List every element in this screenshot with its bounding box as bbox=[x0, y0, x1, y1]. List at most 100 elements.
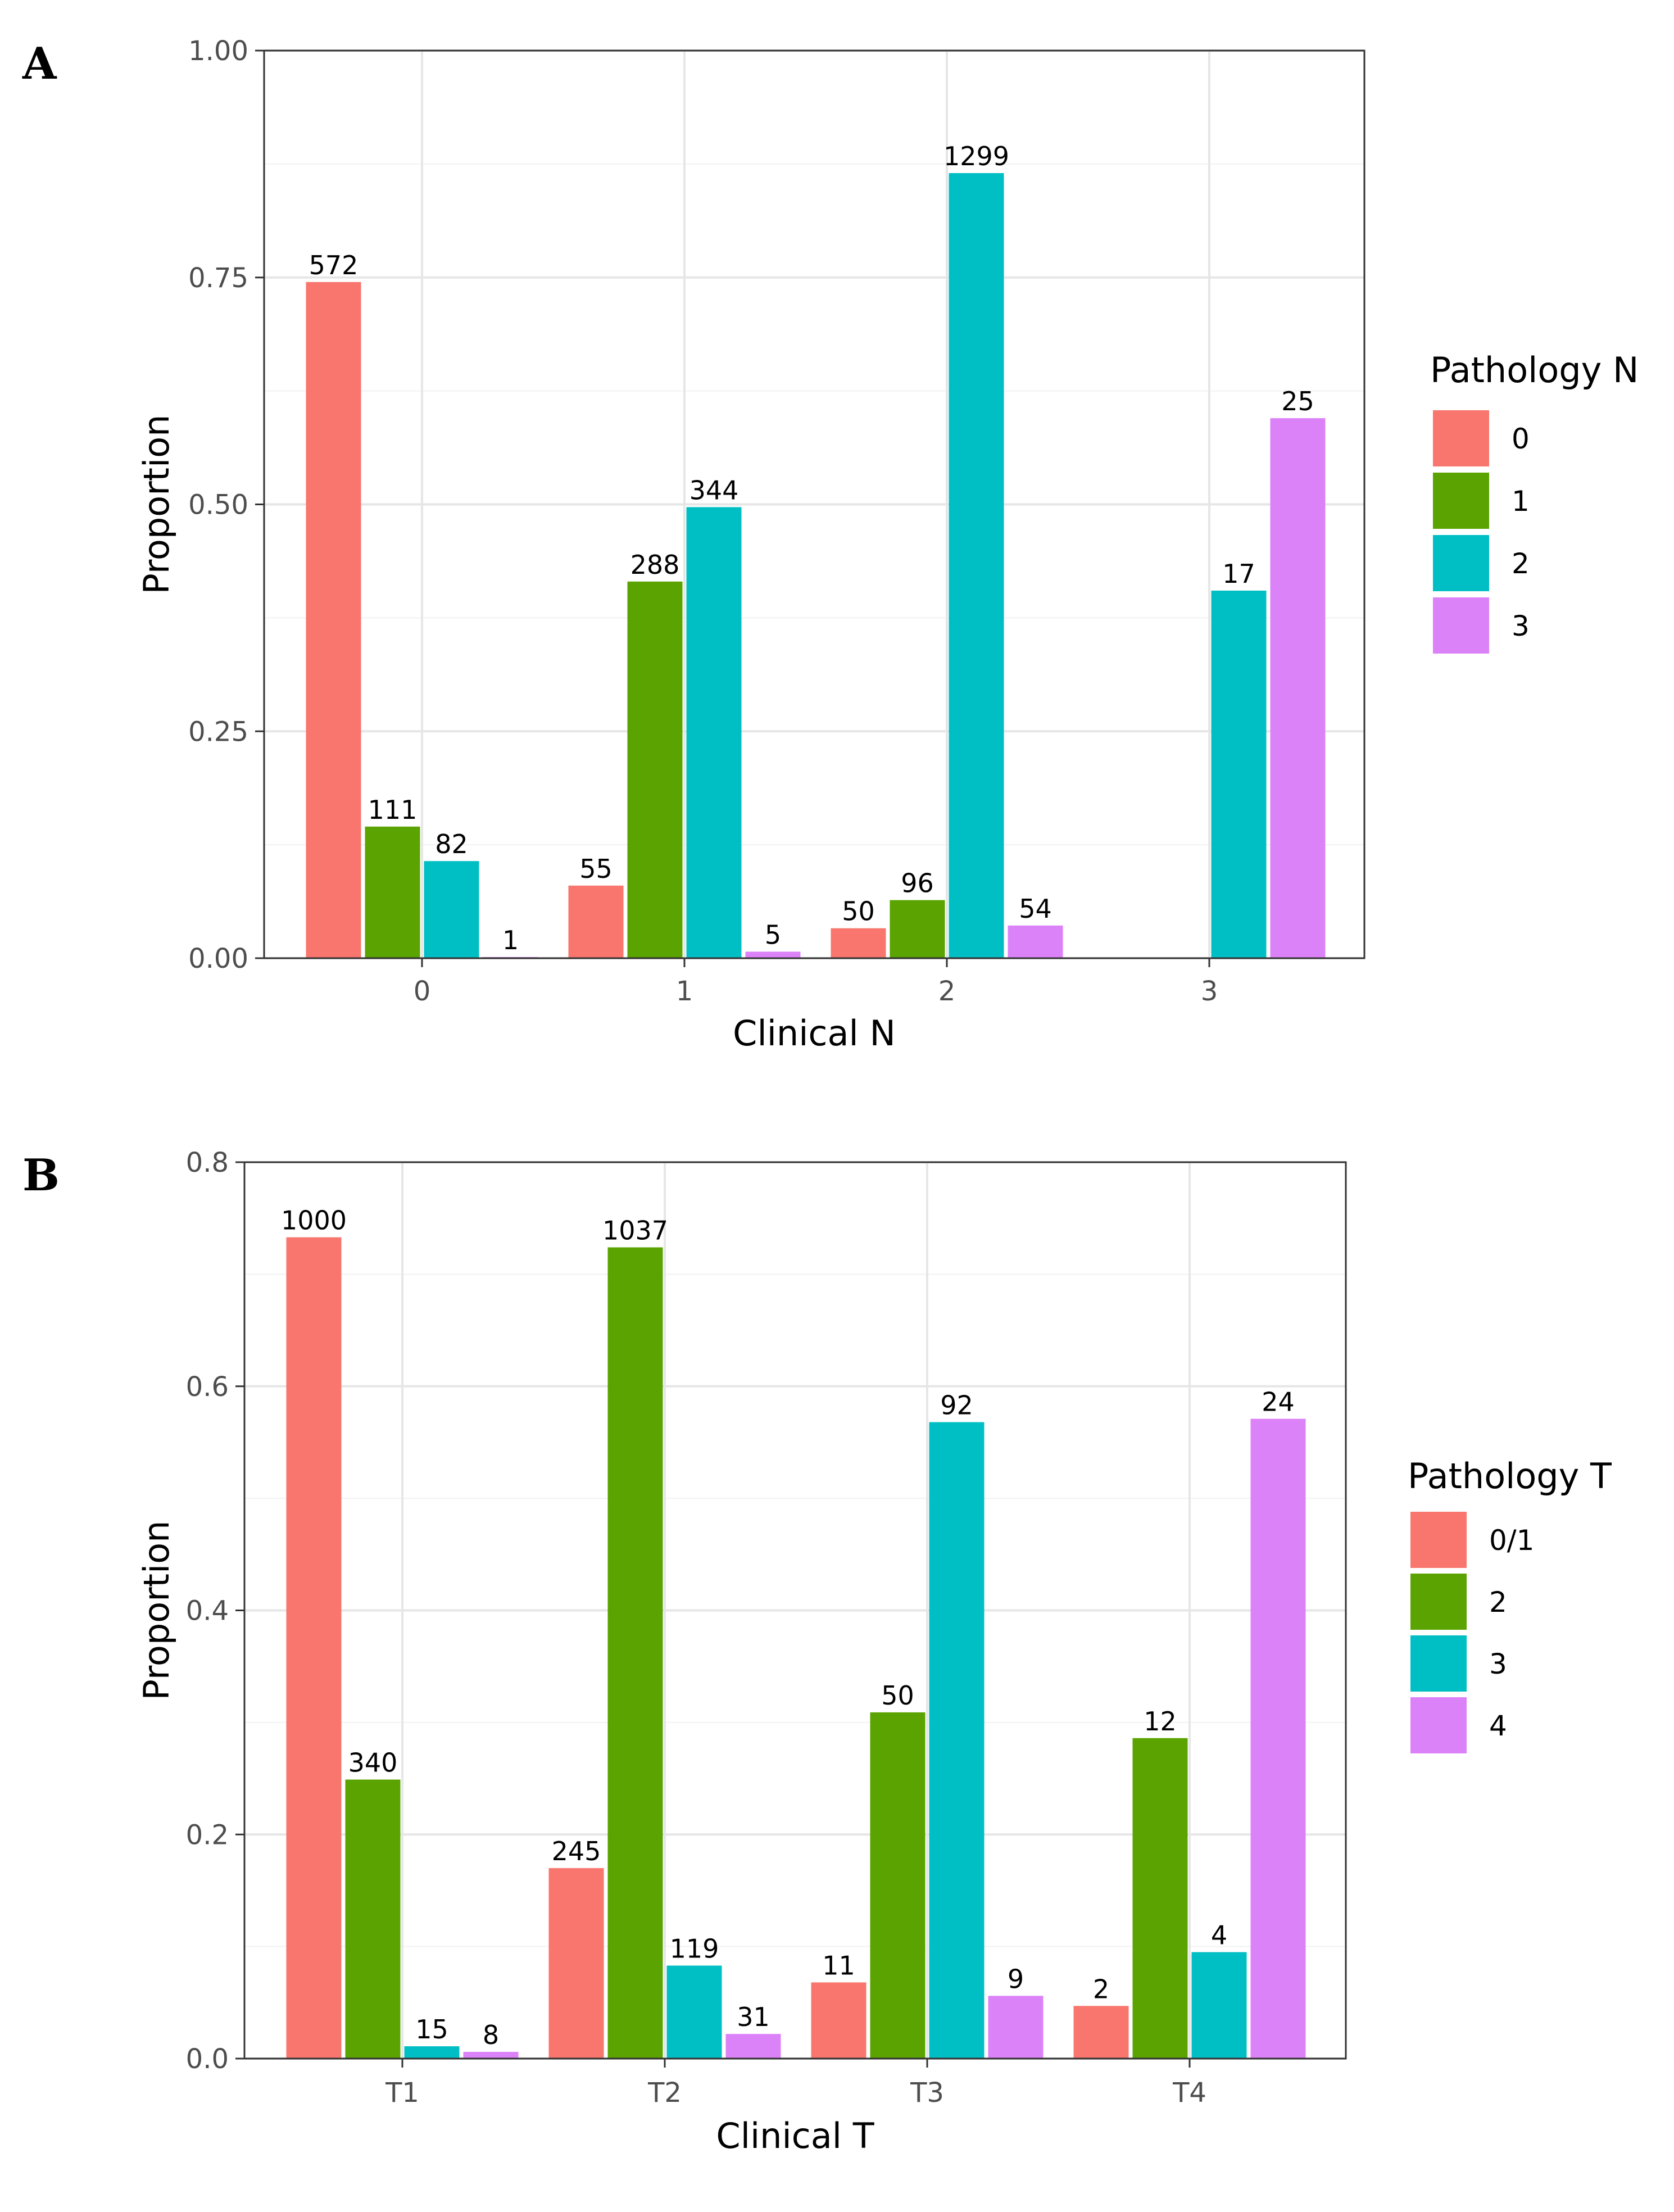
legend-label: 1 bbox=[1512, 485, 1530, 518]
x-tick-label: 1 bbox=[676, 976, 693, 1007]
legend-swatch bbox=[1410, 1697, 1467, 1753]
x-axis-title: Clinical N bbox=[733, 1013, 896, 1054]
legend-swatch bbox=[1433, 410, 1489, 466]
bar-count-label: 82 bbox=[435, 829, 468, 859]
bar-count-label: 8 bbox=[483, 2020, 499, 2050]
bar bbox=[627, 581, 683, 958]
bar-count-label: 50 bbox=[881, 1680, 914, 1711]
bar-count-label: 50 bbox=[842, 896, 875, 927]
x-axis-title: Clinical T bbox=[716, 2115, 874, 2156]
chart-panel-a: A 572 111 82 1 55 288 344 5 50 96 1299 54 17 25 0.00 0… bbox=[22, 35, 1639, 1054]
y-axis-title: Proportion bbox=[136, 1521, 177, 1701]
y-tick-label: 0.6 bbox=[186, 1371, 229, 1403]
legend-swatch bbox=[1433, 535, 1489, 591]
bar-count-label: 5 bbox=[765, 919, 781, 950]
bar bbox=[1211, 590, 1267, 958]
x-tick-label: T3 bbox=[910, 2077, 944, 2109]
bar-count-label: 1000 bbox=[281, 1205, 347, 1236]
bar bbox=[811, 1982, 867, 2059]
bar-count-label: 1 bbox=[502, 925, 519, 955]
bar-count-label: 25 bbox=[1281, 386, 1314, 416]
panel-label-b: B bbox=[22, 1150, 60, 1201]
bar bbox=[988, 1996, 1044, 2059]
legend: Pathology N 0 1 2 3 bbox=[1430, 350, 1639, 654]
bar bbox=[1191, 1952, 1247, 2059]
bar-count-label: 12 bbox=[1144, 1706, 1177, 1737]
bar bbox=[1250, 1418, 1306, 2059]
bar bbox=[870, 1712, 926, 2059]
bar-count-label: 288 bbox=[630, 550, 680, 580]
legend-label: 3 bbox=[1512, 610, 1530, 642]
y-tick-label: 0.0 bbox=[186, 2043, 229, 2075]
legend-swatch bbox=[1410, 1574, 1467, 1630]
bar bbox=[568, 885, 624, 958]
bar bbox=[725, 2034, 781, 2059]
legend-label: 0/1 bbox=[1489, 1524, 1534, 1557]
bar bbox=[745, 951, 801, 958]
x-tick-label: T2 bbox=[647, 2077, 682, 2109]
legend-title: Pathology N bbox=[1430, 350, 1639, 391]
legend: Pathology T 0/1 2 3 4 bbox=[1408, 1456, 1612, 1753]
bar-count-label: 55 bbox=[579, 854, 613, 884]
x-tick-label: 0 bbox=[414, 976, 431, 1007]
bar bbox=[949, 173, 1004, 958]
bar-count-label: 24 bbox=[1262, 1387, 1295, 1417]
bar bbox=[1008, 925, 1063, 958]
legend-label: 4 bbox=[1489, 1710, 1507, 1742]
bar bbox=[365, 826, 420, 958]
legend-label: 2 bbox=[1512, 547, 1530, 580]
bar bbox=[404, 2046, 460, 2059]
y-tick-label: 0.8 bbox=[186, 1147, 229, 1178]
bar bbox=[345, 1779, 401, 2059]
bar-count-label: 340 bbox=[348, 1748, 398, 1778]
y-tick-label: 0.25 bbox=[188, 716, 248, 747]
y-tick-label: 0.2 bbox=[186, 1819, 229, 1851]
bar bbox=[686, 507, 742, 958]
bar-count-label: 92 bbox=[940, 1390, 973, 1421]
bar-count-label: 9 bbox=[1008, 1964, 1024, 1994]
bar bbox=[548, 1868, 604, 2059]
x-tick-label: T4 bbox=[1172, 2077, 1206, 2109]
bar bbox=[424, 861, 479, 958]
bar bbox=[1073, 2006, 1129, 2059]
bar-count-label: 31 bbox=[737, 2002, 770, 2032]
panel-label-a: A bbox=[22, 38, 57, 89]
bar bbox=[306, 282, 361, 959]
bar-count-label: 54 bbox=[1019, 894, 1052, 924]
x-tick-label: 3 bbox=[1201, 976, 1218, 1007]
bar-count-label: 344 bbox=[689, 475, 739, 505]
bar-count-label: 15 bbox=[415, 2014, 448, 2045]
x-tick-label: 2 bbox=[938, 976, 956, 1007]
bar-count-label: 17 bbox=[1222, 559, 1255, 589]
legend-label: 0 bbox=[1512, 423, 1530, 455]
bar bbox=[463, 2052, 519, 2059]
bar-count-label: 119 bbox=[670, 1934, 719, 1964]
legend-swatch bbox=[1433, 473, 1489, 529]
bar-count-label: 1037 bbox=[602, 1216, 668, 1246]
y-tick-label: 0.50 bbox=[188, 489, 248, 521]
bar-count-label: 572 bbox=[309, 250, 359, 280]
bar bbox=[890, 900, 945, 958]
bar-count-label: 1299 bbox=[943, 141, 1009, 171]
legend-title: Pathology T bbox=[1408, 1456, 1612, 1497]
bar bbox=[607, 1247, 663, 2059]
bar bbox=[831, 928, 886, 958]
bar bbox=[929, 1422, 985, 2059]
y-tick-label: 0.75 bbox=[188, 262, 248, 294]
bar-count-label: 2 bbox=[1093, 1974, 1109, 2004]
bar bbox=[666, 1965, 722, 2059]
bar bbox=[1132, 1738, 1188, 2059]
bar bbox=[1270, 418, 1326, 958]
bar-count-label: 11 bbox=[822, 1950, 855, 1980]
legend-label: 2 bbox=[1489, 1586, 1507, 1619]
y-tick-label: 0.00 bbox=[188, 943, 248, 974]
bar bbox=[286, 1237, 342, 2059]
legend-label: 3 bbox=[1489, 1648, 1507, 1680]
bar-count-label: 245 bbox=[552, 1836, 601, 1866]
y-axis-title: Proportion bbox=[136, 415, 177, 595]
legend-swatch bbox=[1433, 597, 1489, 654]
y-tick-label: 0.4 bbox=[186, 1595, 229, 1627]
bar-count-label: 96 bbox=[901, 868, 934, 899]
